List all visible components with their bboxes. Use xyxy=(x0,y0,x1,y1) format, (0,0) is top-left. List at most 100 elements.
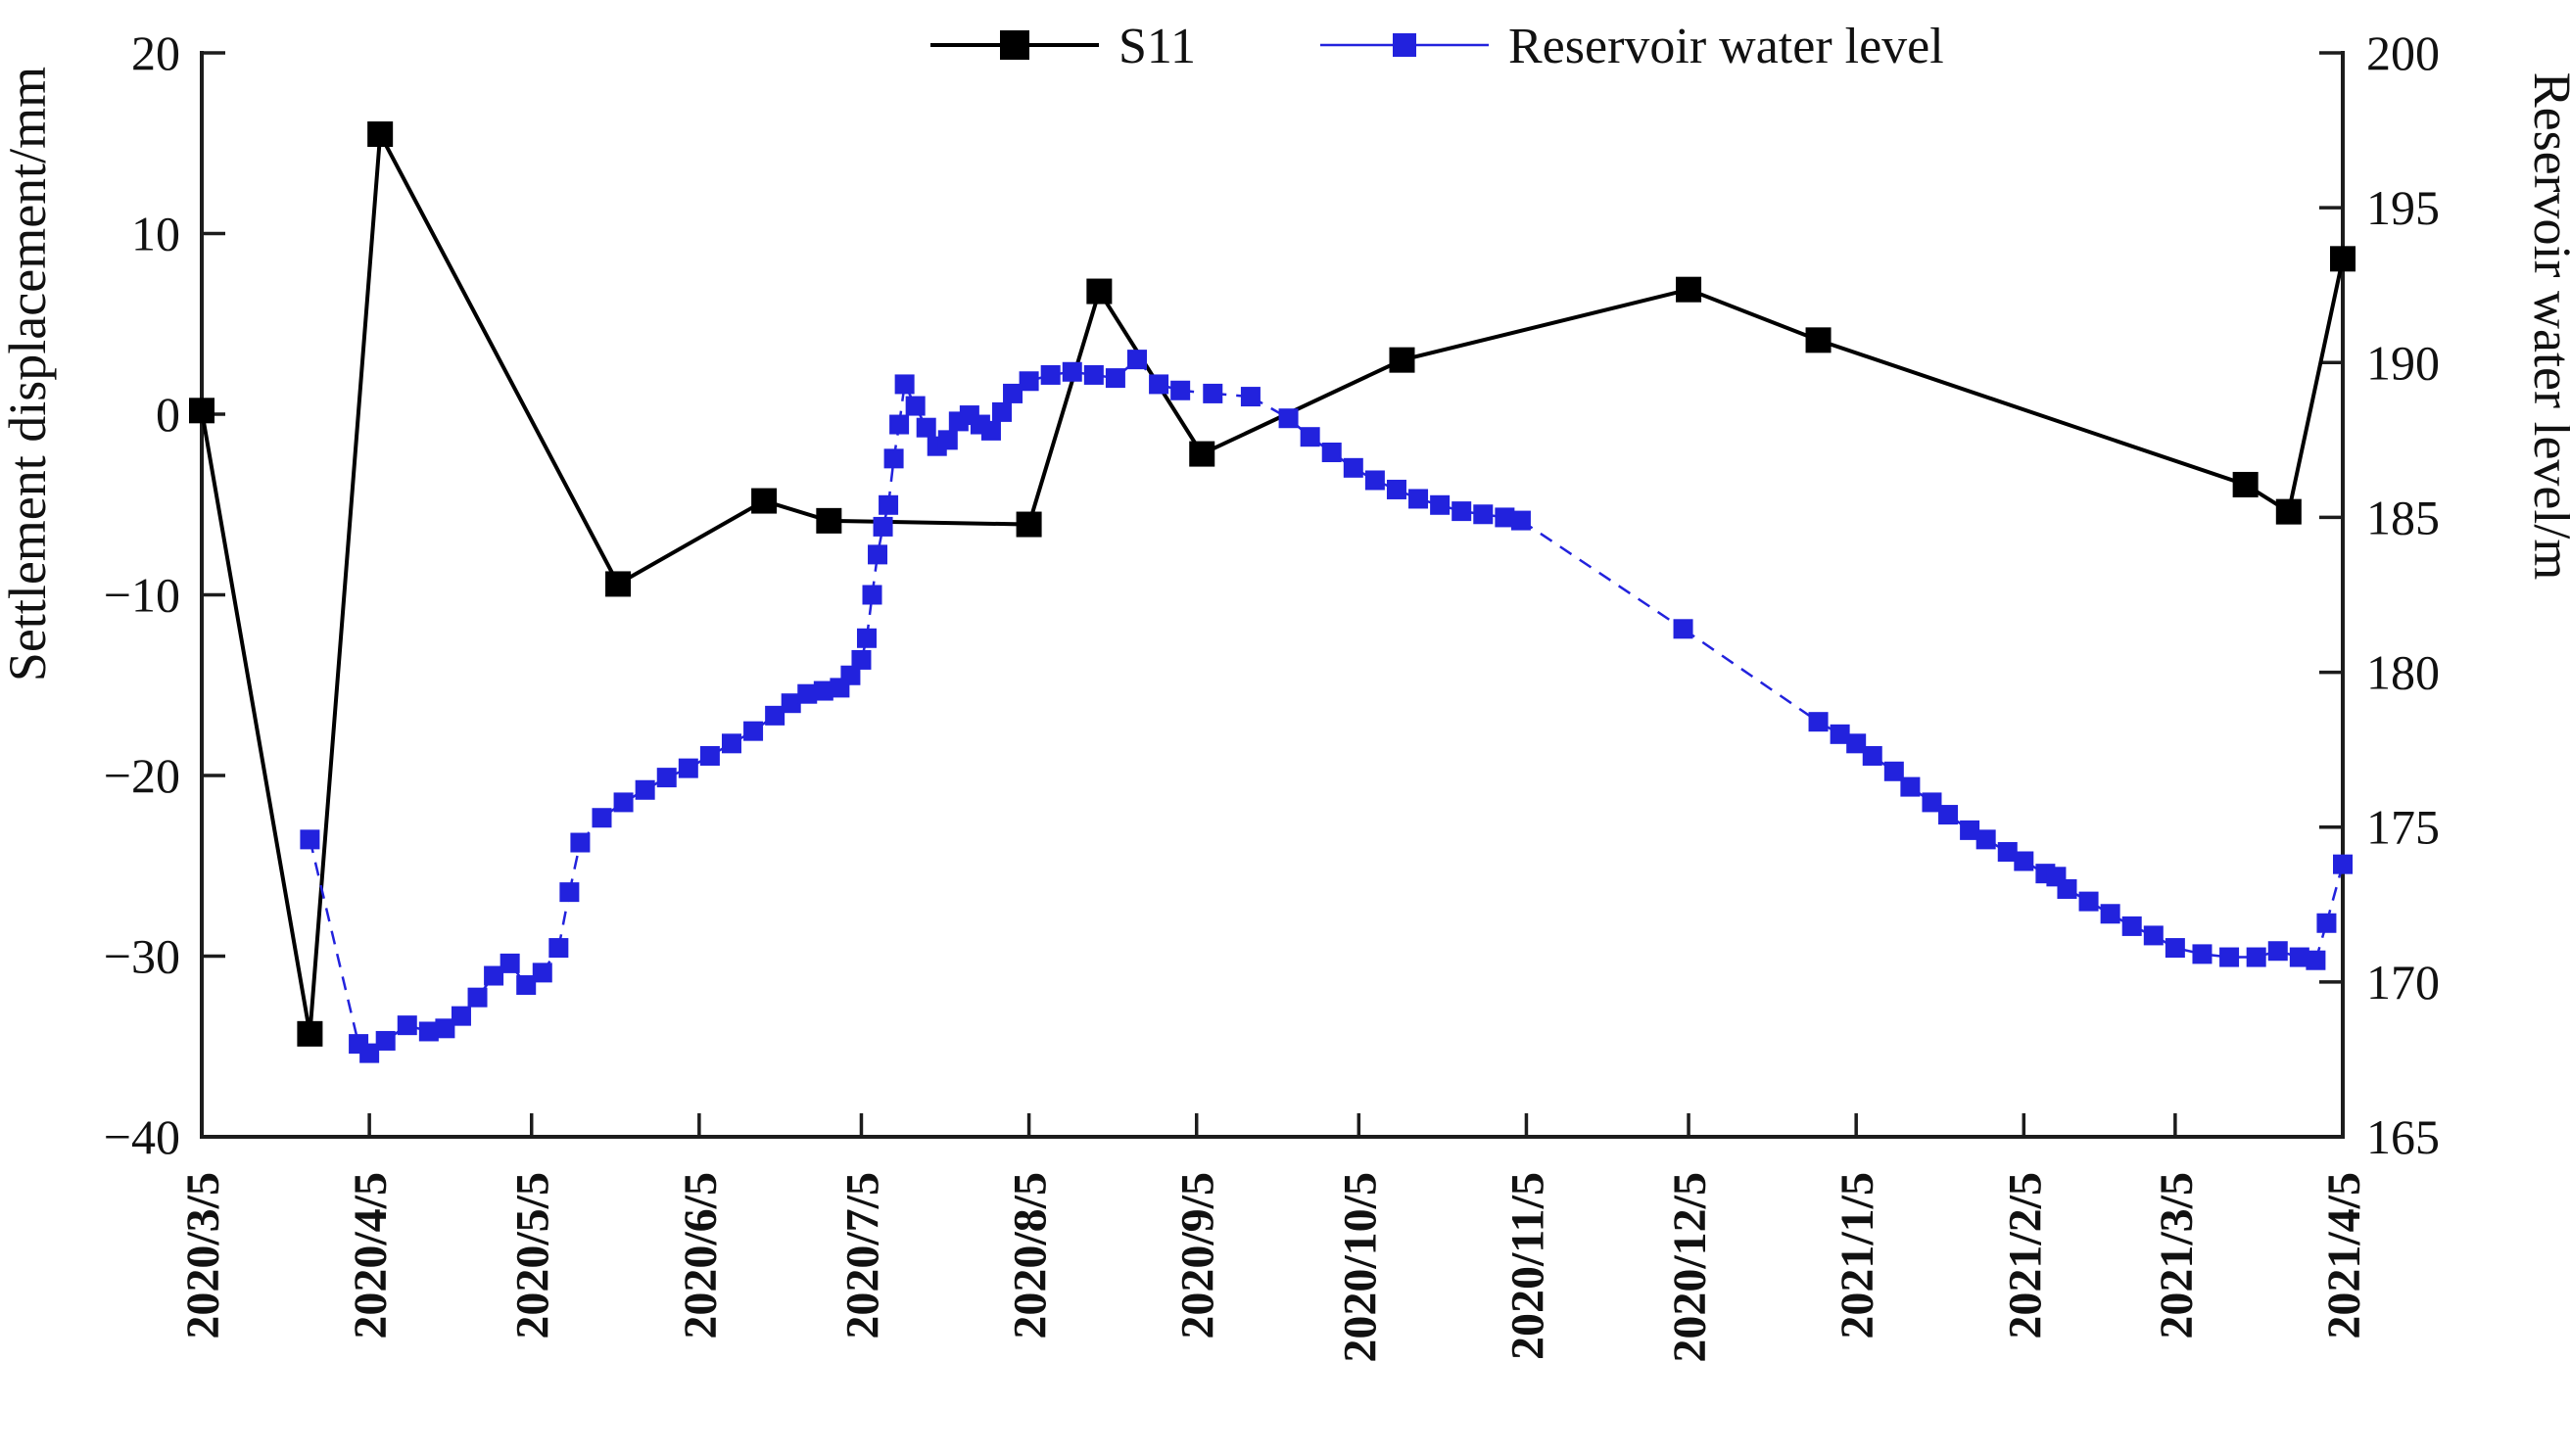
data-point-marker xyxy=(1883,761,1904,781)
data-point-marker xyxy=(873,516,893,537)
data-point-marker xyxy=(1808,712,1829,732)
data-point-marker xyxy=(1495,507,1515,528)
x-tick-label: 2020/9/5 xyxy=(1172,1172,1224,1339)
data-point-marker xyxy=(905,396,926,416)
data-point-marker xyxy=(2014,851,2034,871)
data-point-marker xyxy=(1676,276,1702,303)
data-point-marker xyxy=(980,420,1001,441)
data-point-marker xyxy=(2267,941,2288,962)
data-point-marker xyxy=(2330,246,2356,272)
data-point-marker xyxy=(678,758,698,778)
y-left-tick-label: −30 xyxy=(104,929,180,984)
data-point-marker xyxy=(1003,383,1023,403)
data-point-marker xyxy=(1040,364,1061,385)
data-point-marker xyxy=(1016,511,1042,538)
data-point-marker xyxy=(418,1021,439,1042)
data-point-marker xyxy=(862,585,882,605)
data-point-marker xyxy=(813,681,833,701)
x-tick-label: 2021/4/5 xyxy=(2318,1172,2370,1339)
y-axis-right: 200 195 190 185 180 175 170 165 xyxy=(2319,25,2440,1164)
legend-marker-sample xyxy=(1000,30,1029,60)
data-point-marker xyxy=(1343,457,1363,478)
data-point-marker xyxy=(889,414,910,435)
data-point-marker xyxy=(2306,950,2326,970)
data-point-marker xyxy=(656,768,677,788)
series-line xyxy=(200,126,2345,1035)
x-tick-label: 2020/8/5 xyxy=(1005,1172,1057,1339)
y-right-tick-label: 175 xyxy=(2366,800,2440,855)
data-point-marker xyxy=(816,507,842,534)
data-point-marker xyxy=(532,963,552,983)
data-point-marker xyxy=(1846,733,1867,754)
data-point-marker xyxy=(548,938,569,959)
data-point-marker xyxy=(451,1006,471,1026)
x-tick-label: 2021/2/5 xyxy=(1999,1172,2051,1339)
data-point-marker xyxy=(2289,947,2309,967)
data-point-marker xyxy=(1149,374,1169,395)
series-segment xyxy=(2325,864,2345,924)
y-right-tick-label: 180 xyxy=(2366,645,2440,700)
y-right-tick-label: 195 xyxy=(2366,180,2440,235)
data-point-marker xyxy=(1278,408,1299,429)
data-point-marker xyxy=(375,1030,396,1051)
x-tick-label: 2020/11/5 xyxy=(1501,1172,1553,1360)
data-point-marker xyxy=(1452,501,1472,522)
y-left-tick-label: −40 xyxy=(104,1109,180,1164)
data-point-marker xyxy=(1086,278,1113,305)
data-point-marker xyxy=(1083,364,1104,385)
data-point-marker xyxy=(1189,441,1215,467)
x-tick-label: 2020/12/5 xyxy=(1664,1172,1716,1363)
data-point-marker xyxy=(559,882,580,903)
data-point-marker xyxy=(484,965,504,986)
data-point-marker xyxy=(765,705,785,726)
data-point-marker xyxy=(635,779,655,800)
data-point-marker xyxy=(2333,854,2353,874)
data-point-marker xyxy=(613,792,634,813)
legend-label: Reservoir water level xyxy=(1508,19,1944,74)
x-tick-label: 2020/4/5 xyxy=(345,1172,397,1339)
data-point-marker xyxy=(851,649,872,670)
y-right-tick-label: 170 xyxy=(2366,955,2440,1010)
y-right-tick-label: 200 xyxy=(2366,25,2440,80)
data-point-marker xyxy=(868,544,888,565)
data-point-marker xyxy=(1975,829,1996,850)
data-point-marker xyxy=(2057,878,2077,899)
data-point-marker xyxy=(1862,745,1882,766)
data-point-marker xyxy=(2192,944,2213,964)
data-point-marker xyxy=(797,683,818,704)
y-right-axis-title: Reservoir water level/m xyxy=(2523,72,2570,581)
data-point-marker xyxy=(1203,383,1223,403)
data-point-marker xyxy=(1473,504,1494,525)
data-point-marker xyxy=(1997,842,2018,863)
data-point-marker xyxy=(699,745,720,766)
data-point-marker xyxy=(916,417,936,438)
legend-marker-sample xyxy=(1393,33,1416,57)
data-point-marker xyxy=(2275,498,2302,525)
data-point-marker xyxy=(1510,510,1531,531)
data-point-marker xyxy=(1408,489,1429,509)
data-point-marker xyxy=(1830,724,1850,744)
data-point-marker xyxy=(991,401,1012,422)
data-point-marker xyxy=(592,808,612,828)
data-point-marker xyxy=(1300,427,1320,447)
axes xyxy=(200,51,2345,1139)
y-left-tick-label: −10 xyxy=(104,568,180,623)
y-axis-left: 20 10 0 −10 −20 −30 −40 xyxy=(104,25,225,1164)
data-point-marker xyxy=(1938,805,1959,825)
y-left-tick-label: 20 xyxy=(131,25,180,80)
data-point-marker xyxy=(2246,947,2266,967)
data-point-marker xyxy=(2121,916,2142,936)
y-right-tick-label: 185 xyxy=(2366,490,2440,544)
data-point-marker xyxy=(840,665,861,685)
data-point-marker xyxy=(1240,387,1261,407)
data-point-marker xyxy=(1389,347,1415,373)
data-point-marker xyxy=(570,832,591,853)
data-point-marker xyxy=(1170,380,1191,400)
data-point-marker xyxy=(2143,925,2164,946)
series-segment xyxy=(309,839,360,1045)
data-point-marker xyxy=(1960,820,1980,840)
data-point-marker xyxy=(1430,494,1451,515)
data-point-marker xyxy=(2100,904,2120,924)
data-point-marker xyxy=(879,494,899,515)
